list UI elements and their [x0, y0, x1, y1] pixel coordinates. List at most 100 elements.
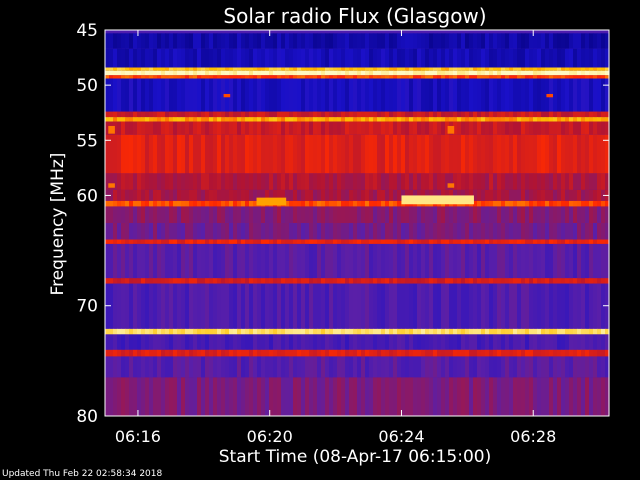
- heatmap-cell: [421, 78, 426, 112]
- heatmap-cell: [417, 173, 422, 190]
- heatmap-cell: [133, 278, 138, 284]
- heatmap-cell: [537, 328, 542, 335]
- heatmap-cell: [113, 200, 118, 207]
- heatmap-cell: [585, 239, 590, 244]
- heatmap-cell: [313, 283, 318, 329]
- heatmap-cell: [237, 328, 242, 335]
- heatmap-cell: [593, 200, 598, 207]
- heatmap-cell: [321, 75, 326, 79]
- heatmap-cell: [389, 70, 394, 76]
- heatmap-cell: [489, 239, 494, 244]
- heatmap-cell: [593, 278, 598, 284]
- heatmap-cell: [601, 356, 606, 378]
- heatmap-cell: [229, 206, 234, 223]
- heatmap-cell: [301, 78, 306, 112]
- heatmap-cell: [121, 200, 126, 207]
- heatmap-cell: [269, 78, 274, 112]
- heatmap-cell: [361, 173, 366, 190]
- heatmap-cell: [413, 243, 418, 279]
- heatmap-cell: [605, 33, 610, 49]
- heatmap-cell: [205, 377, 210, 416]
- heatmap-cell: [541, 78, 546, 112]
- heatmap-cell: [125, 328, 130, 335]
- heatmap-cell: [309, 206, 314, 223]
- heatmap-cell: [265, 111, 270, 118]
- heatmap-cell: [185, 377, 190, 416]
- heatmap-cell: [597, 117, 602, 122]
- heatmap-cell: [169, 70, 174, 76]
- heatmap-cell: [337, 283, 342, 329]
- heatmap-cell: [241, 243, 246, 279]
- heatmap-cell: [301, 349, 306, 357]
- heatmap-cell: [149, 173, 154, 190]
- heatmap-cell: [489, 67, 494, 71]
- heatmap-cell: [165, 243, 170, 279]
- heatmap-cell: [481, 111, 486, 118]
- heatmap-cell: [385, 189, 390, 201]
- heatmap-cell: [597, 278, 602, 284]
- heatmap-cell: [273, 75, 278, 79]
- heatmap-cell: [537, 334, 542, 350]
- heatmap-cell: [465, 189, 470, 201]
- heatmap-cell: [261, 33, 266, 49]
- y-axis-label: Frequency [MHz]: [48, 153, 68, 296]
- heatmap-cell: [353, 328, 358, 335]
- heatmap-cell: [425, 377, 430, 416]
- heatmap-cell: [345, 33, 350, 49]
- heatmap-cell: [573, 70, 578, 76]
- heatmap-cell: [357, 328, 362, 335]
- heatmap-cell: [397, 189, 402, 201]
- heatmap-cell: [121, 328, 126, 335]
- heatmap-cell: [437, 67, 442, 71]
- heatmap-cell: [193, 75, 198, 79]
- heatmap-cell: [433, 70, 438, 76]
- heatmap-cell: [313, 200, 318, 207]
- heatmap-cell: [177, 243, 182, 279]
- heatmap-cell: [173, 67, 178, 71]
- heatmap-cell: [201, 334, 206, 350]
- heatmap-cell: [437, 189, 442, 201]
- heatmap-cell: [581, 334, 586, 350]
- heatmap-cell: [381, 278, 386, 284]
- heatmap-cell: [129, 334, 134, 350]
- heatmap-cell: [401, 239, 406, 244]
- heatmap-cell: [457, 283, 462, 329]
- heatmap-cell: [453, 173, 458, 190]
- heatmap-cell: [233, 328, 238, 335]
- heatmap-cell: [377, 33, 382, 49]
- heatmap-cell: [545, 278, 550, 284]
- heatmap-cell: [557, 117, 562, 122]
- heatmap-cell: [245, 111, 250, 118]
- heatmap-cell: [281, 121, 286, 135]
- heatmap-cell: [469, 70, 474, 76]
- heatmap-cell: [569, 334, 574, 350]
- heatmap-cell: [525, 206, 530, 223]
- heatmap-cell: [433, 75, 438, 79]
- heatmap-cell: [321, 33, 326, 49]
- heatmap-cell: [589, 75, 594, 79]
- heatmap-cell: [161, 283, 166, 329]
- heatmap-cell: [533, 111, 538, 118]
- heatmap-cell: [469, 117, 474, 122]
- heatmap-cell: [353, 349, 358, 357]
- heatmap-cell: [177, 328, 182, 335]
- heatmap-cell: [521, 173, 526, 190]
- heatmap-cell: [301, 223, 306, 240]
- heatmap-cell: [581, 239, 586, 244]
- heatmap-cell: [365, 206, 370, 223]
- heatmap-cell: [289, 356, 294, 378]
- heatmap-cell: [197, 349, 202, 357]
- heatmap-cell: [137, 223, 142, 240]
- heatmap-cell: [269, 173, 274, 190]
- heatmap-cell: [169, 377, 174, 416]
- heatmap-cell: [217, 223, 222, 240]
- heatmap-cell: [141, 75, 146, 79]
- heatmap-cell: [453, 121, 458, 135]
- heatmap-cell: [605, 134, 610, 174]
- heatmap-cell: [445, 283, 450, 329]
- heatmap-cell: [113, 278, 118, 284]
- heatmap-cell: [133, 189, 138, 201]
- heatmap-cell: [133, 134, 138, 174]
- heatmap-cell: [225, 334, 230, 350]
- heatmap-cell: [281, 223, 286, 240]
